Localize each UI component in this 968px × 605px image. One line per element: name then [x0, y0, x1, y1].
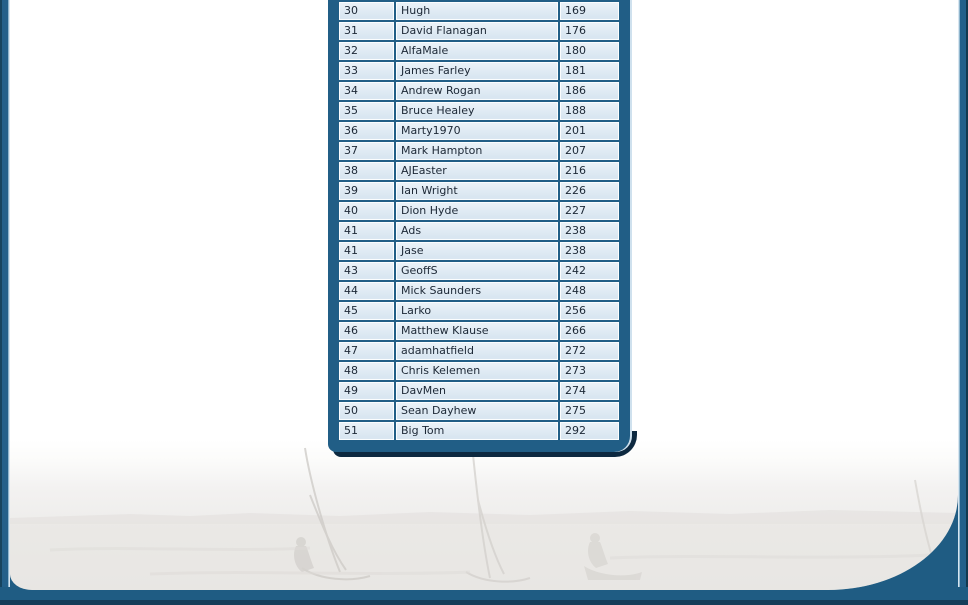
score-cell: 227	[560, 202, 619, 220]
leaderboard-table: 30 Hugh 169 31 David Flanagan 176 32 AlfaMale 18…	[337, 0, 621, 442]
name-cell: James Farley	[396, 62, 558, 80]
name-cell: Larko	[396, 302, 558, 320]
name-cell: AlfaMale	[396, 42, 558, 60]
rank-cell: 41	[339, 222, 394, 240]
rank-cell: 46	[339, 322, 394, 340]
rank-cell: 49	[339, 382, 394, 400]
score-cell: 266	[560, 322, 619, 340]
table-row: 37 Mark Hampton 207	[339, 142, 619, 160]
rank-cell: 44	[339, 282, 394, 300]
score-cell: 207	[560, 142, 619, 160]
score-cell: 181	[560, 62, 619, 80]
rank-cell: 32	[339, 42, 394, 60]
rank-cell: 37	[339, 142, 394, 160]
rank-cell: 30	[339, 2, 394, 20]
leaderboard-panel: 30 Hugh 169 31 David Flanagan 176 32 AlfaMale 18…	[328, 0, 630, 452]
score-cell: 272	[560, 342, 619, 360]
table-row: 45 Larko 256	[339, 302, 619, 320]
score-cell: 226	[560, 182, 619, 200]
rank-cell: 31	[339, 22, 394, 40]
name-cell: DavMen	[396, 382, 558, 400]
rank-cell: 38	[339, 162, 394, 180]
table-row: 46 Matthew Klause 266	[339, 322, 619, 340]
name-cell: Ian Wright	[396, 182, 558, 200]
table-row: 36 Marty1970 201	[339, 122, 619, 140]
score-cell: 238	[560, 222, 619, 240]
name-cell: Matthew Klause	[396, 322, 558, 340]
table-row: 40 Dion Hyde 227	[339, 202, 619, 220]
score-cell: 275	[560, 402, 619, 420]
name-cell: Ads	[396, 222, 558, 240]
score-cell: 292	[560, 422, 619, 440]
rank-cell: 47	[339, 342, 394, 360]
table-row: 41 Jase 238	[339, 242, 619, 260]
score-cell: 248	[560, 282, 619, 300]
name-cell: AJEaster	[396, 162, 558, 180]
name-cell: Dion Hyde	[396, 202, 558, 220]
name-cell: Mick Saunders	[396, 282, 558, 300]
table-row: 31 David Flanagan 176	[339, 22, 619, 40]
name-cell: GeoffS	[396, 262, 558, 280]
table-row: 50 Sean Dayhew 275	[339, 402, 619, 420]
name-cell: Big Tom	[396, 422, 558, 440]
score-cell: 242	[560, 262, 619, 280]
table-row: 34 Andrew Rogan 186	[339, 82, 619, 100]
left-page-edge	[0, 0, 10, 587]
table-row: 49 DavMen 274	[339, 382, 619, 400]
rank-cell: 45	[339, 302, 394, 320]
table-row: 38 AJEaster 216	[339, 162, 619, 180]
windsurfers-photo-watermark	[10, 444, 958, 590]
score-cell: 238	[560, 242, 619, 260]
table-row: 44 Mick Saunders 248	[339, 282, 619, 300]
name-cell: Jase	[396, 242, 558, 260]
rank-cell: 39	[339, 182, 394, 200]
score-cell: 180	[560, 42, 619, 60]
rank-cell: 34	[339, 82, 394, 100]
table-row: 33 James Farley 181	[339, 62, 619, 80]
name-cell: David Flanagan	[396, 22, 558, 40]
score-cell: 274	[560, 382, 619, 400]
score-cell: 188	[560, 102, 619, 120]
name-cell: Chris Kelemen	[396, 362, 558, 380]
name-cell: Hugh	[396, 2, 558, 20]
table-row: 30 Hugh 169	[339, 2, 619, 20]
table-row: 43 GeoffS 242	[339, 262, 619, 280]
name-cell: Andrew Rogan	[396, 82, 558, 100]
score-cell: 176	[560, 22, 619, 40]
table-row: 39 Ian Wright 226	[339, 182, 619, 200]
name-cell: Mark Hampton	[396, 142, 558, 160]
name-cell: Bruce Healey	[396, 102, 558, 120]
table-row: 51 Big Tom 292	[339, 422, 619, 440]
score-cell: 216	[560, 162, 619, 180]
score-cell: 186	[560, 82, 619, 100]
table-row: 35 Bruce Healey 188	[339, 102, 619, 120]
score-cell: 256	[560, 302, 619, 320]
rank-cell: 50	[339, 402, 394, 420]
name-cell: Marty1970	[396, 122, 558, 140]
score-cell: 169	[560, 2, 619, 20]
table-row: 47 adamhatfield 272	[339, 342, 619, 360]
table-row: 32 AlfaMale 180	[339, 42, 619, 60]
rank-cell: 43	[339, 262, 394, 280]
name-cell: adamhatfield	[396, 342, 558, 360]
rank-cell: 33	[339, 62, 394, 80]
photo-watermark-band	[10, 440, 958, 590]
name-cell: Sean Dayhew	[396, 402, 558, 420]
rank-cell: 40	[339, 202, 394, 220]
right-page-edge	[958, 0, 968, 587]
rank-cell: 35	[339, 102, 394, 120]
leaderboard-body: 30 Hugh 169 31 David Flanagan 176 32 AlfaMale 18…	[339, 2, 619, 440]
score-cell: 201	[560, 122, 619, 140]
table-row: 48 Chris Kelemen 273	[339, 362, 619, 380]
rank-cell: 41	[339, 242, 394, 260]
rank-cell: 48	[339, 362, 394, 380]
rank-cell: 51	[339, 422, 394, 440]
score-cell: 273	[560, 362, 619, 380]
table-row: 41 Ads 238	[339, 222, 619, 240]
rank-cell: 36	[339, 122, 394, 140]
